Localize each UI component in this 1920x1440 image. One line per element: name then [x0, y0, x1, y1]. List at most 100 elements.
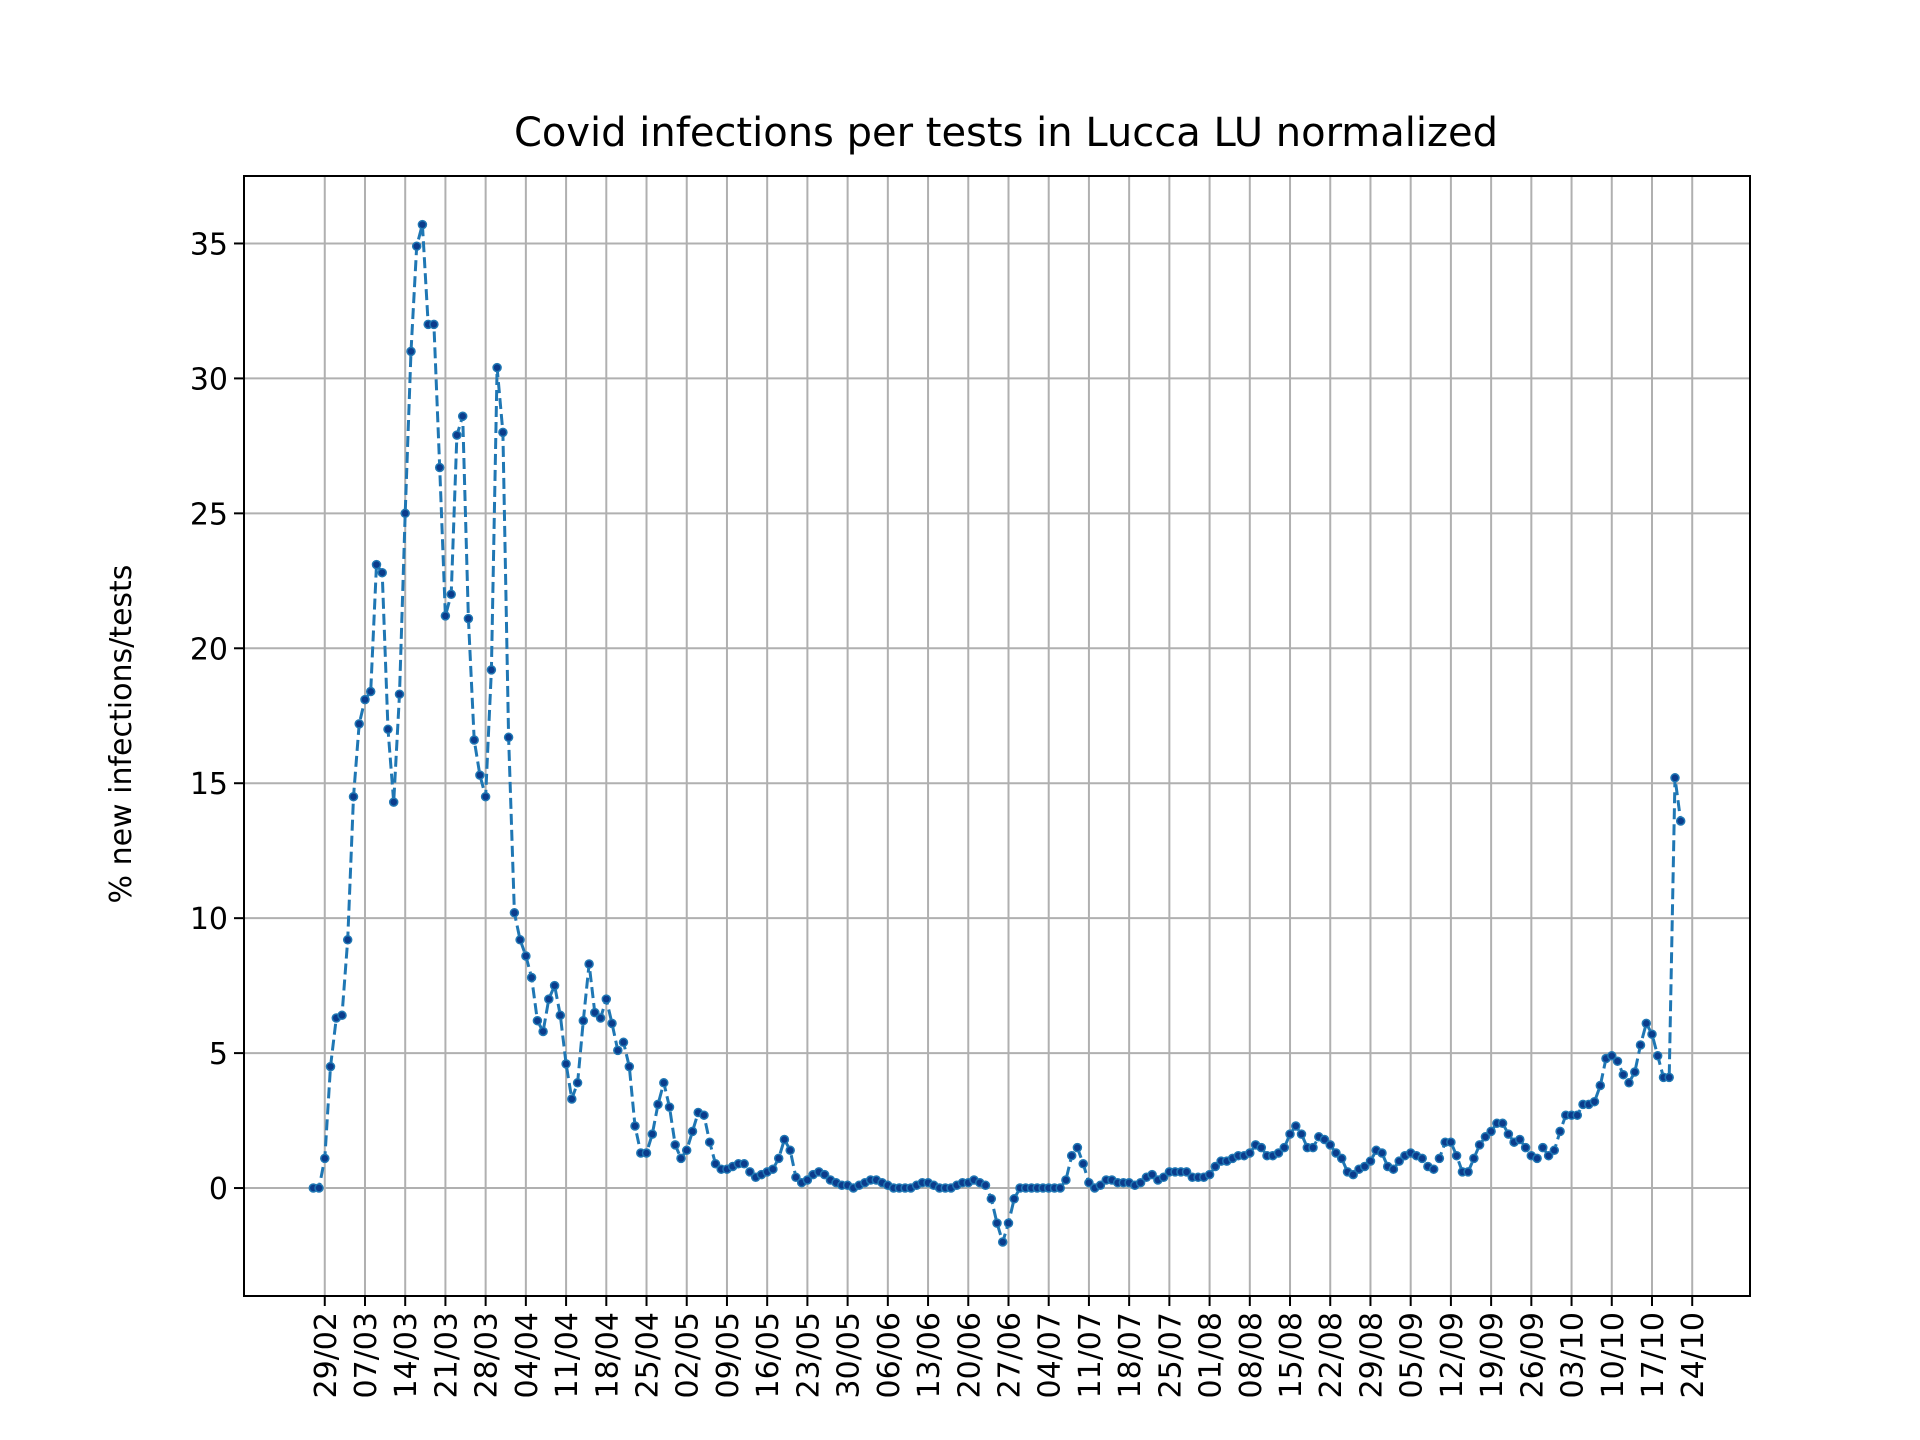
- y-tick-label: 0: [209, 1172, 228, 1207]
- data-point: [544, 994, 554, 1004]
- data-point: [992, 1218, 1002, 1228]
- data-point: [400, 508, 410, 519]
- data-point: [745, 1167, 755, 1177]
- y-tick-label: 25: [190, 497, 228, 532]
- x-tick-label: 11/07: [1073, 1312, 1108, 1398]
- data-point: [503, 732, 514, 743]
- data-point: [601, 994, 612, 1004]
- data-point: [630, 1121, 640, 1131]
- data-point: [1572, 1110, 1583, 1120]
- y-tick-label: 10: [190, 902, 228, 937]
- data-point: [377, 567, 387, 578]
- data-point: [768, 1164, 778, 1174]
- data-point: [555, 1010, 566, 1021]
- data-point: [1549, 1145, 1560, 1156]
- data-point: [1325, 1140, 1335, 1150]
- y-tick-label: 5: [209, 1037, 228, 1072]
- data-point: [1451, 1150, 1462, 1161]
- data-point: [1624, 1078, 1634, 1088]
- x-tick-label: 10/10: [1596, 1312, 1631, 1398]
- data-point: [699, 1110, 709, 1120]
- data-point: [1072, 1142, 1083, 1153]
- data-point: [1503, 1129, 1514, 1139]
- x-tick-label: 26/09: [1515, 1312, 1550, 1398]
- data-point: [1359, 1161, 1370, 1172]
- plot-area-frame: [243, 175, 1751, 1297]
- data-point: [1388, 1164, 1399, 1174]
- data-point: [1486, 1126, 1496, 1137]
- data-point: [659, 1078, 669, 1088]
- data-point: [354, 719, 364, 729]
- data-point: [434, 462, 445, 473]
- data-point: [785, 1145, 795, 1156]
- data-point: [1497, 1118, 1508, 1129]
- x-tick-label: 04/07: [1033, 1312, 1068, 1398]
- data-point: [411, 241, 422, 251]
- data-point: [1377, 1148, 1387, 1158]
- data-point: [417, 219, 428, 230]
- x-tick-label: 21/03: [429, 1312, 464, 1398]
- data-point: [710, 1159, 721, 1169]
- x-tick-label: 30/05: [832, 1312, 867, 1398]
- data-point: [704, 1137, 715, 1147]
- data-point: [320, 1153, 330, 1164]
- data-point: [526, 972, 537, 983]
- data-point: [572, 1078, 583, 1088]
- x-tick-label: 15/08: [1274, 1312, 1309, 1398]
- grid: [244, 176, 1750, 1296]
- x-tick-label: 02/05: [671, 1312, 706, 1398]
- data-point: [1095, 1180, 1106, 1191]
- x-tick-label: 07/03: [349, 1312, 384, 1398]
- x-tick-label: 23/05: [791, 1312, 826, 1398]
- data-point: [498, 427, 508, 438]
- data-point: [1256, 1142, 1267, 1153]
- data-point: [1204, 1169, 1215, 1180]
- data-point: [578, 1015, 589, 1026]
- y-tick-label: 30: [190, 362, 228, 397]
- data-point: [1417, 1153, 1427, 1164]
- data-point: [1279, 1142, 1290, 1153]
- data-point: [469, 735, 479, 745]
- data-point: [624, 1061, 635, 1072]
- data-point: [394, 689, 405, 699]
- data-point: [641, 1148, 652, 1158]
- data-point: [1612, 1056, 1623, 1066]
- data-point: [1428, 1164, 1439, 1174]
- data-point: [819, 1169, 830, 1180]
- x-tick-label: 11/04: [550, 1312, 585, 1398]
- data-point: [457, 411, 468, 421]
- data-point: [365, 686, 376, 697]
- x-tick-label: 18/04: [590, 1312, 625, 1398]
- data-point: [1474, 1140, 1485, 1150]
- data-point: [595, 1013, 606, 1023]
- data-point: [388, 797, 399, 807]
- data-point: [1675, 816, 1686, 826]
- data-point: [1135, 1177, 1146, 1188]
- x-tick-label: 25/07: [1153, 1312, 1188, 1398]
- x-tick-label: 12/09: [1435, 1312, 1470, 1398]
- data-point: [997, 1237, 1008, 1247]
- data-point: [1434, 1153, 1445, 1164]
- data-point: [791, 1172, 801, 1183]
- data-point: [406, 346, 416, 357]
- data-point: [653, 1099, 663, 1110]
- x-tick-label: 01/08: [1194, 1312, 1229, 1398]
- series-infections: [308, 219, 1686, 1247]
- data-point: [590, 1007, 600, 1018]
- data-point: [314, 1183, 324, 1193]
- data-point: [486, 665, 497, 675]
- x-tick-label: 08/08: [1234, 1312, 1269, 1398]
- data-point: [360, 694, 370, 705]
- data-point: [452, 430, 462, 440]
- data-point: [1555, 1126, 1565, 1137]
- data-point: [647, 1129, 658, 1139]
- data-point: [1009, 1194, 1019, 1204]
- x-tick-label: 06/06: [872, 1312, 907, 1398]
- data-point: [670, 1140, 680, 1150]
- chart-title: Covid infections per tests in Lucca LU n…: [514, 110, 1498, 156]
- data-point: [1520, 1142, 1531, 1153]
- data-point: [371, 559, 382, 570]
- data-point: [561, 1059, 571, 1069]
- data-point: [1336, 1153, 1347, 1164]
- data-point: [1291, 1121, 1301, 1131]
